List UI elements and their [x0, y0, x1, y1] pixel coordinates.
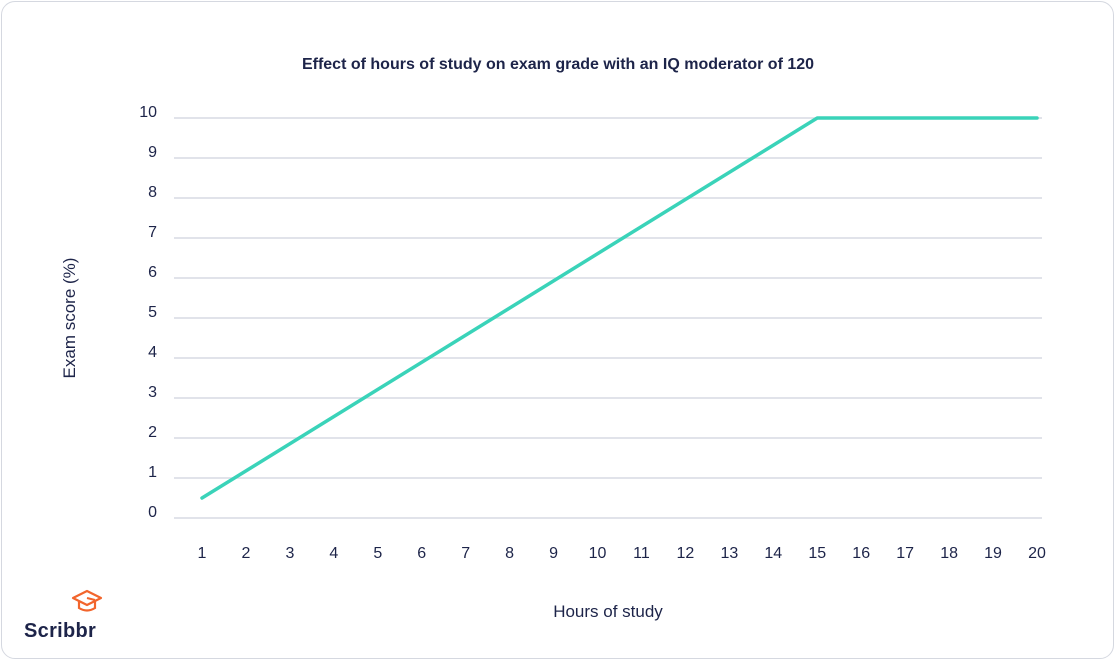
x-tick-label: 12: [677, 545, 695, 562]
y-tick-label: 2: [148, 424, 157, 441]
x-tick-label: 5: [373, 545, 382, 562]
x-tick-label: 8: [505, 545, 514, 562]
x-tick-label: 20: [1028, 545, 1046, 562]
x-tick-label: 19: [984, 545, 1002, 562]
y-axis-label: Exam score (%): [60, 258, 79, 379]
series-line: [200, 116, 1039, 500]
x-tick-label: 6: [417, 545, 426, 562]
x-tick-label: 14: [764, 545, 782, 562]
x-tick-label: 4: [329, 545, 338, 562]
x-tick-label: 2: [241, 545, 250, 562]
y-tick-label: 1: [148, 464, 157, 481]
x-tick-label: 10: [589, 545, 607, 562]
chart-title: Effect of hours of study on exam grade w…: [0, 56, 1117, 74]
x-tick-label: 17: [896, 545, 914, 562]
x-tick-label: 9: [549, 545, 558, 562]
y-tick-label: 0: [148, 504, 157, 521]
x-tick-label: 18: [940, 545, 958, 562]
x-tick-label: 13: [720, 545, 738, 562]
x-tick-label: 7: [461, 545, 470, 562]
x-tick-label: 3: [285, 545, 294, 562]
y-tick-label: 6: [148, 264, 157, 281]
x-tick-label: 15: [808, 545, 826, 562]
y-tick-label: 3: [148, 384, 157, 401]
y-tick-label: 10: [139, 104, 157, 121]
y-tick-label: 8: [148, 184, 157, 201]
y-tick-label: 5: [148, 304, 157, 321]
x-tick-label: 16: [852, 545, 870, 562]
y-tick-label: 7: [148, 224, 157, 241]
scribbr-logo: Scribbr: [24, 620, 97, 642]
chart-title-text: Effect of hours of study on exam grade w…: [301, 56, 783, 73]
chart-title-emphasis: 120: [787, 56, 815, 73]
y-tick-label: 4: [148, 344, 157, 361]
x-tick-label: 11: [633, 545, 650, 562]
y-tick-label: 9: [148, 144, 157, 161]
x-axis-label: Hours of study: [553, 602, 663, 621]
graduation-cap-icon: [71, 589, 103, 612]
x-tick-label: 1: [198, 545, 207, 562]
